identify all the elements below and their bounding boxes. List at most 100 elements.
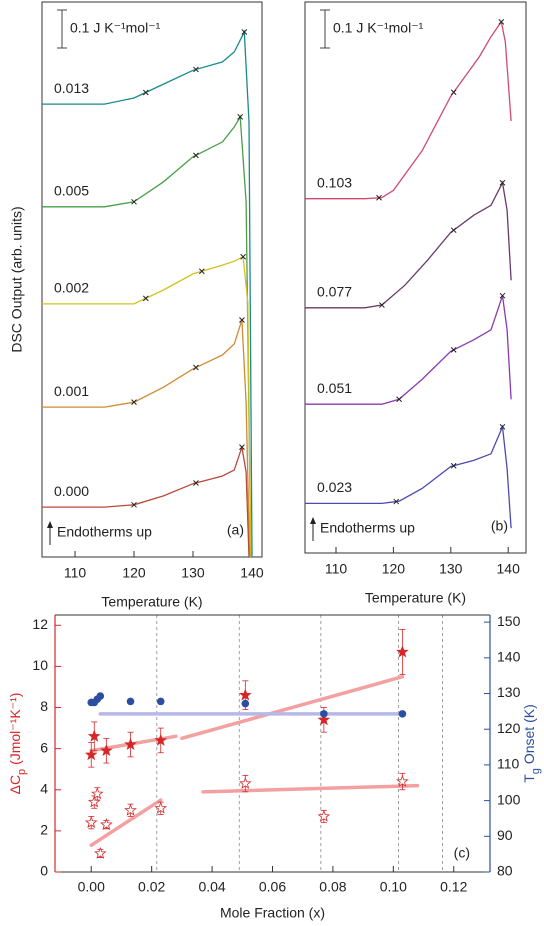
- note: Endotherms up: [320, 520, 415, 536]
- transition-marker: [240, 253, 246, 260]
- transition-marker: [241, 29, 248, 35]
- transition-marker: [499, 179, 506, 186]
- point: [84, 816, 98, 829]
- note-arrowhead: [310, 517, 316, 524]
- curve-label: 0.023: [317, 479, 352, 495]
- x-tick-label: 130: [181, 565, 205, 581]
- curves: [305, 20, 512, 529]
- point: [100, 744, 113, 757]
- point: [91, 787, 104, 800]
- y-tick-label: 2: [40, 822, 48, 838]
- label-sub: g: [530, 768, 542, 774]
- dsc-curve: [42, 29, 253, 557]
- point: [94, 846, 107, 859]
- transition-marker: [142, 295, 149, 302]
- curve-label: 0.000: [54, 483, 89, 499]
- y-tick-label: 4: [40, 780, 48, 796]
- point: [87, 729, 101, 742]
- note-arrowhead: [47, 521, 53, 528]
- transition-marker: [450, 227, 457, 234]
- x-tick-label: 140: [497, 561, 521, 577]
- transition-marker: [193, 66, 199, 73]
- point: [84, 748, 98, 761]
- transition-marker: [193, 152, 199, 159]
- point: [396, 774, 409, 787]
- scale-label: 0.1 J K⁻¹mol⁻¹: [333, 20, 424, 36]
- y-tick-label: 12: [32, 616, 48, 632]
- x-tick-label: 130: [439, 561, 463, 577]
- curve-label: 0.103: [317, 174, 352, 190]
- x-axis-label: Mole Fraction (x): [220, 905, 325, 921]
- point: [317, 713, 331, 726]
- transition-marker: [237, 114, 244, 120]
- plot-frame: [304, 1, 527, 554]
- curve-label: 0.002: [54, 280, 89, 296]
- y2-tick-label: 140: [497, 649, 521, 665]
- curves: [42, 29, 253, 557]
- transition-marker: [193, 480, 199, 486]
- label-rest: Onset (K): [521, 704, 537, 768]
- dsc-curve: [42, 446, 250, 557]
- note: Endotherms up: [57, 524, 152, 540]
- x-tick-label: 0.08: [319, 879, 346, 895]
- point: [239, 688, 252, 701]
- transition-marker: [193, 364, 199, 371]
- dsc-curve: [305, 424, 512, 529]
- transition-marker: [131, 399, 137, 406]
- y2-axis-label: Tg Onset (K): [521, 704, 542, 782]
- fit-line: [201, 783, 420, 794]
- point: [124, 803, 137, 816]
- dsc-curve: [42, 319, 251, 557]
- y2-tick-label: 130: [497, 684, 521, 700]
- point: [126, 697, 135, 706]
- x-tick-label: 0.06: [259, 879, 286, 895]
- point: [154, 801, 168, 814]
- x-tick-label: 0.00: [78, 879, 105, 895]
- transition-marker: [142, 89, 149, 96]
- transition-marker: [379, 302, 385, 308]
- curve-label: 0.005: [54, 182, 89, 198]
- label-rest: (Jmol⁻¹K⁻¹): [7, 693, 23, 769]
- y2-tick-label: 100: [497, 791, 521, 807]
- y-tick-label: 8: [40, 698, 48, 714]
- fit-line: [89, 798, 163, 848]
- fit-line: [180, 674, 405, 741]
- dsc-curve: [42, 114, 252, 557]
- curve-label: 0.051: [317, 380, 352, 396]
- curve-label: 0.001: [54, 383, 89, 399]
- point: [124, 737, 137, 750]
- scale-label: 0.1 J K⁻¹mol⁻¹: [70, 20, 161, 36]
- transition-marker: [131, 198, 137, 205]
- x-axis-label: Temperature (K): [101, 594, 202, 610]
- point: [156, 697, 165, 706]
- transition-marker: [393, 498, 400, 505]
- panel-label: (b): [491, 518, 508, 534]
- dsc-curve: [42, 255, 252, 557]
- transition-marker: [450, 347, 457, 353]
- transition-marker: [499, 423, 506, 430]
- plot-frame: [41, 1, 263, 558]
- transition-marker: [239, 317, 245, 323]
- y2-tick-label: 80: [497, 863, 513, 879]
- x-tick-label: 110: [325, 561, 348, 577]
- point: [241, 699, 250, 708]
- y2-tick-label: 150: [497, 613, 521, 629]
- transition-marker: [498, 18, 505, 25]
- point: [100, 818, 113, 831]
- x-tick-label: 0.04: [198, 879, 225, 895]
- dsc-curve: [305, 180, 512, 309]
- y-axis-label: DSC Output (arb. units): [9, 206, 25, 352]
- y-axis-label: ΔCp (Jmol⁻¹K⁻¹): [7, 693, 28, 795]
- transition-marker: [239, 444, 245, 450]
- point: [96, 692, 105, 700]
- transition-marker: [450, 462, 457, 469]
- x-tick-label: 110: [64, 565, 87, 581]
- panel-label: (a): [227, 522, 244, 538]
- label-main: T: [521, 774, 537, 783]
- transition-marker: [376, 194, 382, 201]
- transition-marker: [131, 501, 137, 508]
- point: [239, 776, 252, 789]
- curve-label: 0.013: [54, 80, 89, 96]
- point: [320, 710, 328, 718]
